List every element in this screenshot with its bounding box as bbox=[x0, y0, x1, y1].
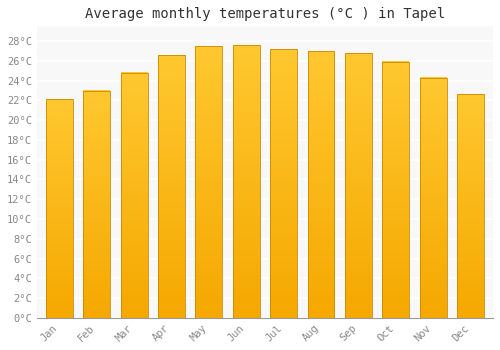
Bar bbox=[345, 53, 372, 318]
Bar bbox=[270, 49, 297, 318]
Bar bbox=[457, 94, 484, 318]
Bar bbox=[83, 91, 110, 318]
Bar bbox=[382, 62, 409, 318]
Bar bbox=[120, 73, 148, 318]
Bar bbox=[420, 78, 446, 318]
Bar bbox=[308, 51, 334, 318]
Bar bbox=[46, 99, 72, 318]
Title: Average monthly temperatures (°C ) in Tapel: Average monthly temperatures (°C ) in Ta… bbox=[85, 7, 445, 21]
Bar bbox=[158, 55, 185, 318]
Bar bbox=[196, 46, 222, 318]
Bar bbox=[233, 45, 260, 318]
